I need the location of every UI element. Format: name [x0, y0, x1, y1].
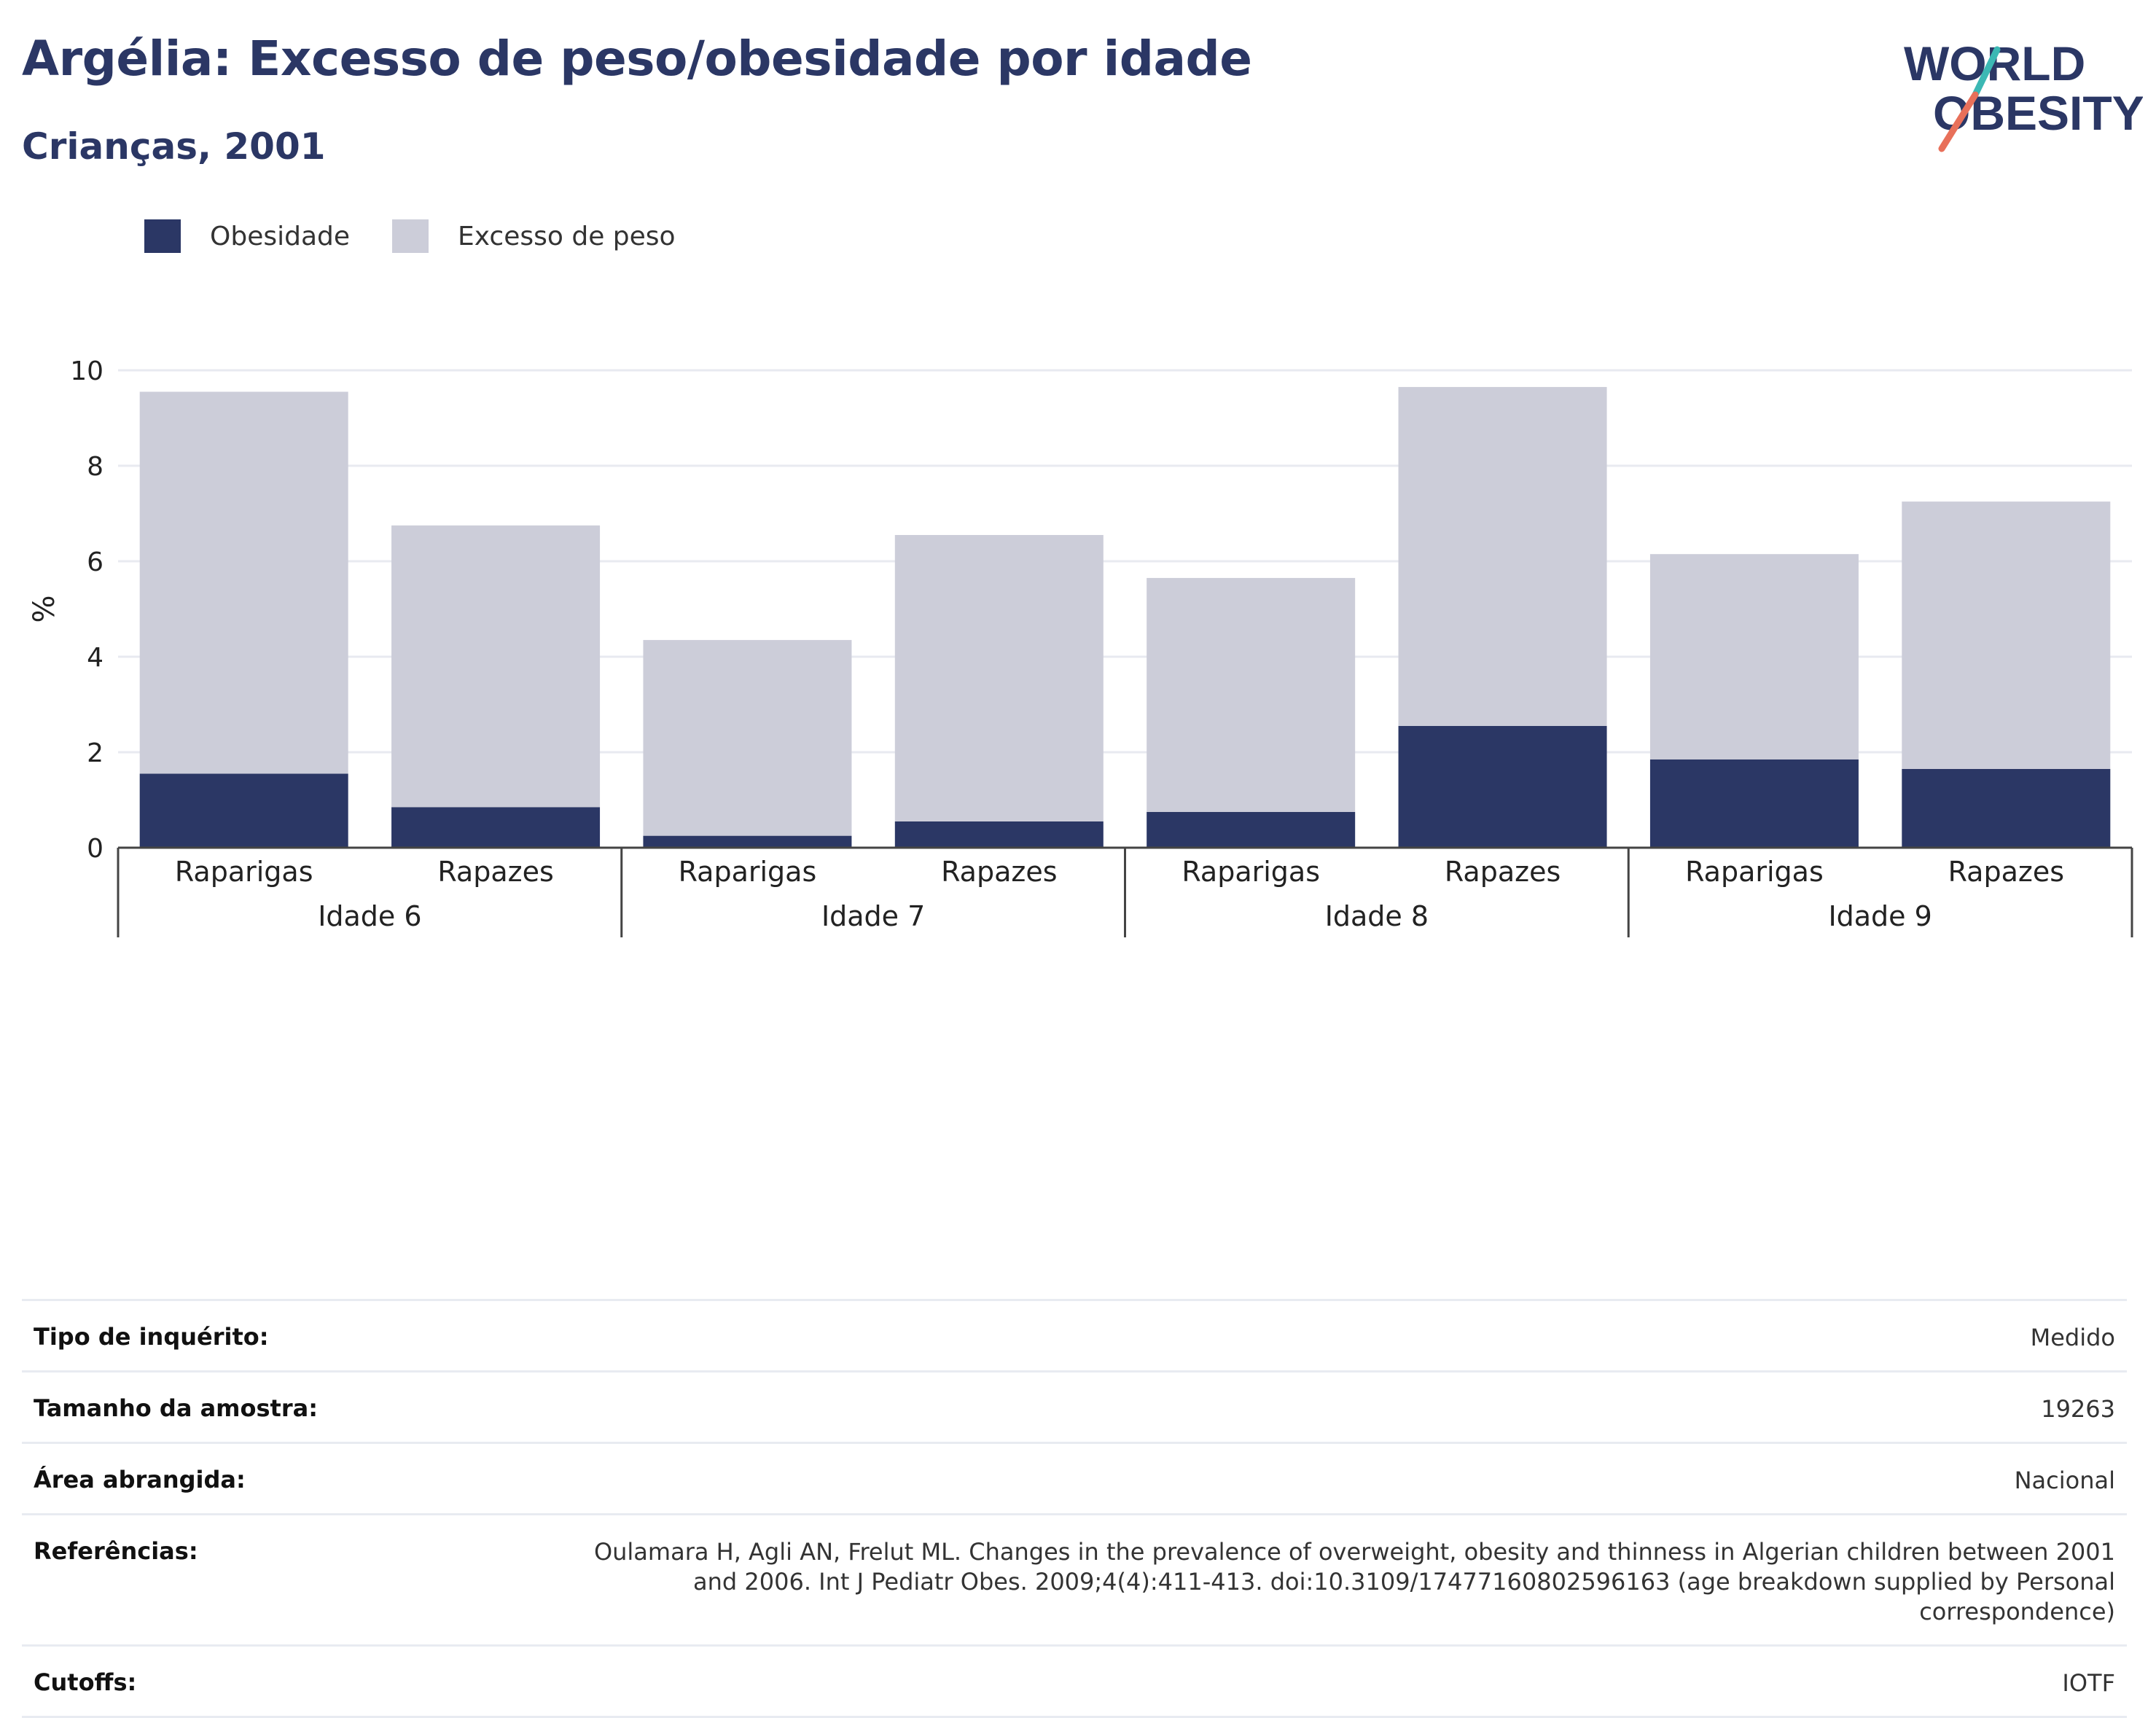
bar-overweight: [1147, 577, 1356, 812]
bar-obesity: [643, 835, 852, 848]
info-value: IOTF: [2062, 1669, 2115, 1697]
group-label: Idade 7: [821, 900, 925, 932]
bar-obesity: [1147, 811, 1356, 848]
info-label: Referências:: [34, 1537, 198, 1565]
x-tick-label: Rapazes: [437, 856, 553, 888]
info-value: Nacional: [2014, 1467, 2115, 1494]
legend-item-obesity[interactable]: Obesidade: [144, 219, 350, 253]
y-tick-label: 0: [87, 834, 103, 864]
bar-overweight: [1398, 386, 1607, 726]
y-tick-label: 8: [87, 452, 103, 482]
logo-word-world: WORLD: [1904, 36, 2085, 90]
survey-info-table: Tipo de inquérito: Medido Tamanho da amo…: [22, 1299, 2127, 1718]
x-tick-label: Raparigas: [1685, 856, 1824, 888]
bar-overweight: [391, 525, 601, 808]
x-tick-label: Rapazes: [941, 856, 1057, 888]
legend-swatch-obesity: [144, 219, 181, 253]
bar-overweight: [139, 391, 348, 774]
bar-overweight: [894, 534, 1104, 821]
x-tick-label: Raparigas: [679, 856, 817, 888]
y-tick-label: 10: [70, 356, 103, 386]
bar-overweight: [1902, 501, 2111, 769]
info-row-references: Referências: Oulamara H, Agli AN, Frelut…: [22, 1515, 2127, 1647]
x-tick-label: Rapazes: [1445, 856, 1561, 888]
info-row-cutoffs: Cutoffs: IOTF: [22, 1647, 2127, 1718]
legend-label-obesity: Obesidade: [210, 221, 351, 251]
logo-slash-teal: [1972, 46, 2001, 98]
info-label: Tamanho da amostra:: [34, 1394, 318, 1422]
legend-item-overweight[interactable]: Excesso de peso: [392, 219, 676, 253]
info-value: Medido: [2030, 1324, 2115, 1351]
y-axis-label: %: [28, 595, 61, 622]
group-label: Idade 8: [1325, 900, 1429, 932]
y-tick-label: 2: [87, 738, 103, 768]
bar-obesity: [1649, 759, 1859, 848]
info-label: Tipo de inquérito:: [34, 1323, 269, 1351]
x-tick-label: Raparigas: [1181, 856, 1320, 888]
logo-slash-coral: [1938, 91, 1979, 152]
group-label: Idade 6: [318, 900, 421, 932]
bar-obesity: [894, 821, 1104, 848]
x-tick-label: Raparigas: [175, 856, 313, 888]
info-label: Cutoffs:: [34, 1668, 137, 1696]
bar-obesity: [1398, 725, 1607, 848]
world-obesity-logo: WORLD OBESITY: [1904, 36, 2143, 152]
legend-label-overweight: Excesso de peso: [458, 221, 676, 251]
chart-subtitle: Crianças, 2001: [22, 125, 326, 168]
info-row-survey-type: Tipo de inquérito: Medido: [22, 1301, 2127, 1373]
legend-swatch-overweight: [392, 219, 429, 253]
y-tick-label: 6: [87, 547, 103, 577]
bar-overweight: [1649, 554, 1859, 760]
bar-obesity: [139, 773, 348, 848]
x-tick-label: Rapazes: [1948, 856, 2064, 888]
info-row-sample-size: Tamanho da amostra: 19263: [22, 1373, 2127, 1444]
legend: Obesidade Excesso de peso: [144, 216, 718, 257]
info-value: 19263: [2041, 1395, 2115, 1423]
chart-title: Argélia: Excesso de peso/obesidade por i…: [22, 31, 1252, 87]
info-label: Área abrangida:: [34, 1466, 246, 1494]
bar-overweight: [643, 640, 852, 836]
bar-obesity: [1902, 768, 2111, 848]
group-label: Idade 9: [1828, 900, 1932, 932]
y-tick-label: 4: [87, 643, 103, 673]
bar-chart: 0 2 4 6 8 10% Raparigas Rapazes Raparigas Rapazes…: [28, 356, 2133, 937]
info-value: Oulamara H, Agli AN, Frelut ML. Changes …: [593, 1538, 2115, 1625]
bar-obesity: [391, 807, 601, 848]
info-row-area: Área abrangida: Nacional: [22, 1444, 2127, 1515]
logo-word-obesity: OBESITY: [1933, 86, 2143, 140]
